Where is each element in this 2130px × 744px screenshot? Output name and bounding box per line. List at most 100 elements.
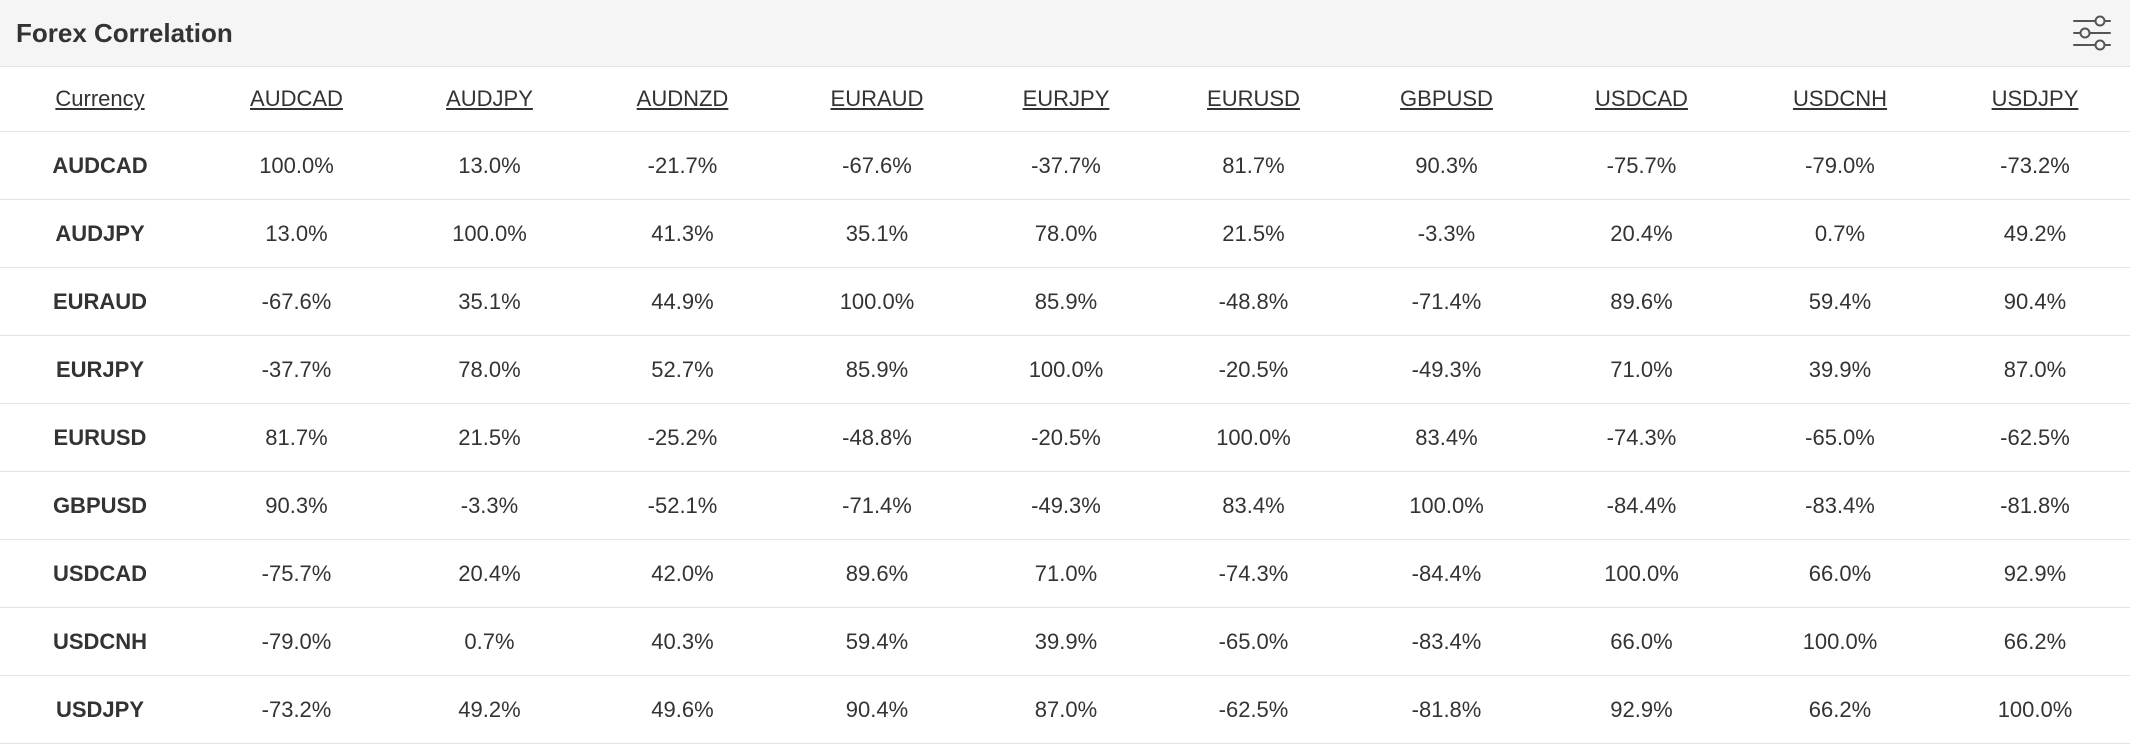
- correlation-cell: 100.0%: [1940, 675, 2130, 744]
- correlation-cell: 92.9%: [1543, 675, 1740, 744]
- table-header-row: Currency AUDCAD AUDJPY AUDNZD EURAUD EUR…: [0, 67, 2130, 132]
- correlation-cell: 35.1%: [393, 267, 586, 336]
- column-header-eurusd[interactable]: EURUSD: [1157, 67, 1350, 132]
- correlation-cell: 83.4%: [1157, 471, 1350, 540]
- correlation-cell: 59.4%: [779, 607, 975, 676]
- correlation-cell: -75.7%: [1543, 131, 1740, 200]
- correlation-cell: 66.2%: [1740, 675, 1940, 744]
- table-row: USDJPY -73.2% 49.2% 49.6% 90.4% 87.0% -62.5% -8…: [0, 675, 2130, 744]
- row-label: EURAUD: [0, 267, 200, 336]
- table-row: AUDJPY 13.0% 100.0% 41.3% 35.1% 78.0% 21.5% -3.…: [0, 199, 2130, 268]
- column-header-eurjpy[interactable]: EURJPY: [975, 67, 1157, 132]
- column-header-audjpy[interactable]: AUDJPY: [393, 67, 586, 132]
- correlation-cell: 89.6%: [779, 539, 975, 608]
- correlation-cell: -3.3%: [393, 471, 586, 540]
- correlation-cell: 59.4%: [1740, 267, 1940, 336]
- correlation-cell: 71.0%: [975, 539, 1157, 608]
- correlation-cell: 21.5%: [1157, 199, 1350, 268]
- correlation-cell: -81.8%: [1350, 675, 1543, 744]
- correlation-cell: -20.5%: [1157, 335, 1350, 404]
- correlation-cell: -48.8%: [1157, 267, 1350, 336]
- row-label: USDCAD: [0, 539, 200, 608]
- column-header-euraud[interactable]: EURAUD: [779, 67, 975, 132]
- column-header-gbpusd[interactable]: GBPUSD: [1350, 67, 1543, 132]
- table-body: AUDCAD 100.0% 13.0% -21.7% -67.6% -37.7% 81.7%…: [0, 131, 2130, 744]
- correlation-cell: 85.9%: [779, 335, 975, 404]
- correlation-cell: 13.0%: [200, 199, 393, 268]
- correlation-cell: -65.0%: [1740, 403, 1940, 472]
- table-row: EURUSD 81.7% 21.5% -25.2% -48.8% -20.5% 100.0%…: [0, 403, 2130, 472]
- correlation-cell: 49.2%: [393, 675, 586, 744]
- correlation-cell: -25.2%: [586, 403, 779, 472]
- correlation-cell: -79.0%: [200, 607, 393, 676]
- correlation-cell: 100.0%: [779, 267, 975, 336]
- correlation-cell: 71.0%: [1543, 335, 1740, 404]
- correlation-cell: -37.7%: [200, 335, 393, 404]
- row-label: USDJPY: [0, 675, 200, 744]
- correlation-cell: 49.6%: [586, 675, 779, 744]
- sliders-icon: [2073, 15, 2111, 51]
- correlation-cell: 90.3%: [200, 471, 393, 540]
- correlation-cell: -62.5%: [1940, 403, 2130, 472]
- correlation-cell: 92.9%: [1940, 539, 2130, 608]
- correlation-cell: 20.4%: [393, 539, 586, 608]
- correlation-cell: 100.0%: [975, 335, 1157, 404]
- correlation-cell: 100.0%: [393, 199, 586, 268]
- correlation-cell: 52.7%: [586, 335, 779, 404]
- correlation-cell: 78.0%: [975, 199, 1157, 268]
- widget-header: Forex Correlation: [0, 0, 2130, 67]
- widget-title: Forex Correlation: [16, 17, 233, 48]
- correlation-cell: 100.0%: [200, 131, 393, 200]
- correlation-cell: 0.7%: [1740, 199, 1940, 268]
- correlation-cell: -3.3%: [1350, 199, 1543, 268]
- correlation-cell: 89.6%: [1543, 267, 1740, 336]
- correlation-cell: 100.0%: [1543, 539, 1740, 608]
- column-header-audcad[interactable]: AUDCAD: [200, 67, 393, 132]
- correlation-cell: 41.3%: [586, 199, 779, 268]
- correlation-cell: 90.4%: [779, 675, 975, 744]
- column-header-usdjpy[interactable]: USDJPY: [1940, 67, 2130, 132]
- correlation-cell: -71.4%: [779, 471, 975, 540]
- row-label: EURUSD: [0, 403, 200, 472]
- correlation-cell: -49.3%: [1350, 335, 1543, 404]
- row-label: EURJPY: [0, 335, 200, 404]
- correlation-cell: -83.4%: [1740, 471, 1940, 540]
- correlation-cell: -37.7%: [975, 131, 1157, 200]
- correlation-cell: 35.1%: [779, 199, 975, 268]
- row-label: AUDCAD: [0, 131, 200, 200]
- correlation-cell: -67.6%: [200, 267, 393, 336]
- correlation-cell: 90.4%: [1940, 267, 2130, 336]
- correlation-cell: -20.5%: [975, 403, 1157, 472]
- correlation-cell: -75.7%: [200, 539, 393, 608]
- correlation-cell: -74.3%: [1543, 403, 1740, 472]
- correlation-cell: 66.2%: [1940, 607, 2130, 676]
- correlation-cell: 83.4%: [1350, 403, 1543, 472]
- correlation-cell: -83.4%: [1350, 607, 1543, 676]
- correlation-cell: 66.0%: [1543, 607, 1740, 676]
- correlation-cell: -62.5%: [1157, 675, 1350, 744]
- column-header-currency[interactable]: Currency: [0, 67, 200, 132]
- column-header-usdcnh[interactable]: USDCNH: [1740, 67, 1940, 132]
- table-row: USDCNH -79.0% 0.7% 40.3% 59.4% 39.9% -65.0% -83…: [0, 607, 2130, 676]
- correlation-cell: 81.7%: [200, 403, 393, 472]
- correlation-cell: 39.9%: [975, 607, 1157, 676]
- row-label: USDCNH: [0, 607, 200, 676]
- correlation-table: Currency AUDCAD AUDJPY AUDNZD EURAUD EUR…: [0, 67, 2130, 744]
- table-row: AUDCAD 100.0% 13.0% -21.7% -67.6% -37.7% 81.7%…: [0, 131, 2130, 200]
- column-header-audnzd[interactable]: AUDNZD: [586, 67, 779, 132]
- correlation-cell: 20.4%: [1543, 199, 1740, 268]
- correlation-cell: 49.2%: [1940, 199, 2130, 268]
- correlation-cell: -84.4%: [1543, 471, 1740, 540]
- correlation-cell: -52.1%: [586, 471, 779, 540]
- settings-button[interactable]: [2070, 11, 2114, 55]
- row-label: GBPUSD: [0, 471, 200, 540]
- correlation-cell: 87.0%: [1940, 335, 2130, 404]
- correlation-cell: 40.3%: [586, 607, 779, 676]
- column-header-usdcad[interactable]: USDCAD: [1543, 67, 1740, 132]
- correlation-cell: 44.9%: [586, 267, 779, 336]
- correlation-cell: 21.5%: [393, 403, 586, 472]
- correlation-cell: 39.9%: [1740, 335, 1940, 404]
- correlation-cell: -84.4%: [1350, 539, 1543, 608]
- correlation-cell: 85.9%: [975, 267, 1157, 336]
